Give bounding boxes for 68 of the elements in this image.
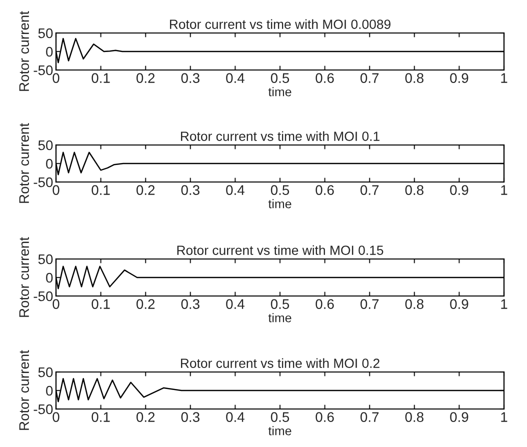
y-tick-label: 0 [46,386,53,396]
x-tick-label: 0 [52,73,60,83]
y-axis-title: Rotor current [19,123,30,203]
x-tick-label: 0.8 [405,185,424,195]
x-tick-label: 0.6 [316,185,334,195]
x-axis-title: time [268,313,292,322]
x-tick-label: 0.7 [360,73,379,83]
x-tick-label: 0.2 [136,185,155,195]
x-tick-label: 0.6 [316,73,334,83]
y-tick-label: -50 [34,404,53,414]
x-tick-label: 0.1 [92,299,110,309]
y-tick-label: -50 [34,291,53,302]
y-tick-label: 50 [38,254,53,264]
x-tick-label: 0.2 [136,299,155,309]
x-tick-label: 0 [52,412,60,422]
y-tick-label: -50 [34,65,53,76]
x-tick-label: 0 [52,299,60,309]
x-tick-label: 0.2 [136,412,155,422]
y-tick-label: 50 [38,367,53,378]
y-axis-title: Rotor current [19,350,30,430]
x-tick-label: 0.5 [270,299,290,309]
x-tick-label: 0.4 [226,185,244,195]
x-tick-label: 0.1 [92,73,110,83]
x-tick-label: 0 [52,185,60,195]
x-tick-label: 0.3 [181,412,200,422]
y-tick-label: 50 [38,140,53,150]
chart-title: Rotor current vs time with MOI 0.2 [181,358,380,368]
x-tick-label: 0.1 [92,412,110,422]
x-tick-label: 1 [501,185,508,195]
y-tick-label: 0 [46,46,53,57]
x-tick-label: 0.5 [270,185,290,195]
x-tick-label: 0.1 [92,185,110,195]
x-tick-label: 0.3 [181,73,200,83]
chart-title: Rotor current vs time with MOI 0.15 [177,245,384,255]
y-axis-title: Rotor current [19,237,30,317]
x-tick-label: 0.2 [136,73,155,83]
x-tick-label: 1 [501,299,508,309]
y-tick-label: 50 [38,28,53,38]
chart-title: Rotor current vs time with MOI 0.1 [181,131,380,141]
x-tick-label: 1 [501,73,508,83]
x-tick-label: 0.8 [405,299,424,309]
x-tick-label: 0.8 [405,412,424,422]
x-tick-label: 0.7 [360,299,379,309]
x-tick-label: 0.4 [226,73,244,83]
y-tick-label: 0 [46,158,53,169]
x-tick-label: 1 [501,412,508,422]
x-axis-title: time [268,199,292,208]
x-tick-label: 0.8 [405,73,424,83]
x-tick-label: 0.6 [316,412,334,422]
x-tick-label: 0.9 [450,185,468,195]
x-tick-label: 0.7 [360,185,379,195]
x-tick-label: 0.3 [181,185,200,195]
x-tick-label: 0.5 [270,412,290,422]
y-axis-title: Rotor current [19,11,30,91]
x-axis-title: time [268,426,292,436]
x-tick-label: 0.9 [450,73,468,83]
x-tick-label: 0.4 [226,412,244,422]
x-tick-label: 0.5 [270,73,290,83]
x-tick-label: 0.6 [316,299,334,309]
x-tick-label: 0.9 [450,299,468,309]
chart-title: Rotor current vs time with MOI 0.0089 [170,19,390,29]
x-tick-label: 0.4 [226,299,244,309]
y-tick-label: -50 [34,177,53,188]
y-tick-label: 0 [46,272,53,283]
x-axis-title: time [268,87,292,96]
x-tick-label: 0.3 [181,299,200,309]
x-tick-label: 0.7 [360,412,379,422]
x-tick-label: 0.9 [450,412,468,422]
